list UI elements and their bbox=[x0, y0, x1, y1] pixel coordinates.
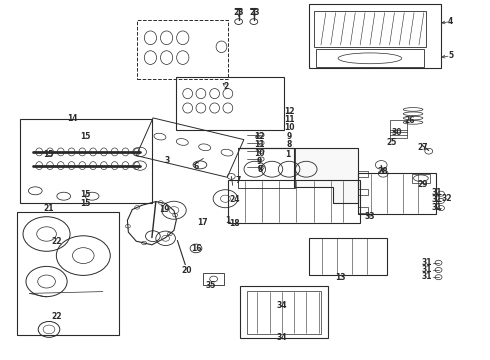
Text: 15: 15 bbox=[80, 199, 91, 208]
Text: 28: 28 bbox=[377, 166, 388, 176]
Text: 15: 15 bbox=[80, 132, 91, 141]
Text: 1: 1 bbox=[286, 150, 291, 159]
Text: 23: 23 bbox=[234, 8, 245, 17]
Bar bbox=[358, 189, 368, 195]
Text: 8: 8 bbox=[287, 140, 292, 149]
Bar bbox=[228, 180, 360, 223]
Text: 15: 15 bbox=[43, 150, 53, 159]
Text: 6: 6 bbox=[194, 162, 198, 171]
Text: 20: 20 bbox=[181, 266, 192, 275]
Text: 13: 13 bbox=[335, 273, 346, 282]
Bar bbox=[247, 291, 321, 334]
Bar bbox=[238, 148, 295, 188]
Bar bbox=[314, 11, 426, 47]
Bar bbox=[412, 174, 430, 183]
Bar bbox=[316, 49, 424, 67]
Text: 9: 9 bbox=[287, 132, 292, 141]
Text: 31: 31 bbox=[432, 195, 442, 204]
Bar bbox=[390, 120, 407, 138]
Text: 15: 15 bbox=[80, 190, 91, 199]
Bar bbox=[309, 238, 387, 275]
Text: 32: 32 bbox=[441, 194, 452, 203]
Text: 33: 33 bbox=[364, 212, 375, 221]
Text: 18: 18 bbox=[229, 220, 240, 229]
Text: 1: 1 bbox=[225, 216, 230, 225]
Text: 12: 12 bbox=[284, 107, 294, 116]
Text: 8: 8 bbox=[257, 165, 262, 174]
Text: 12: 12 bbox=[254, 132, 265, 141]
Text: 31: 31 bbox=[421, 272, 432, 281]
Text: 7: 7 bbox=[236, 176, 241, 185]
Text: 11: 11 bbox=[254, 140, 265, 149]
Text: 4: 4 bbox=[448, 17, 453, 26]
Text: 5: 5 bbox=[448, 51, 453, 60]
Text: 19: 19 bbox=[159, 205, 170, 214]
Bar bbox=[17, 212, 119, 335]
Text: 17: 17 bbox=[197, 218, 208, 227]
Bar bbox=[203, 273, 224, 285]
Text: 26: 26 bbox=[404, 116, 415, 125]
Text: 30: 30 bbox=[392, 128, 402, 137]
Text: 31: 31 bbox=[421, 265, 432, 274]
Text: 9: 9 bbox=[257, 157, 262, 166]
Bar bbox=[358, 171, 368, 177]
Text: 35: 35 bbox=[205, 281, 216, 289]
Text: 22: 22 bbox=[51, 237, 62, 246]
Bar bbox=[240, 286, 328, 338]
Text: 34: 34 bbox=[276, 301, 287, 310]
Text: 31: 31 bbox=[432, 188, 442, 197]
Text: 16: 16 bbox=[191, 244, 201, 253]
Text: 31: 31 bbox=[432, 202, 442, 212]
Text: 29: 29 bbox=[417, 180, 428, 189]
Bar bbox=[358, 207, 368, 213]
Text: 10: 10 bbox=[284, 123, 294, 132]
Text: 25: 25 bbox=[387, 138, 397, 147]
Bar bbox=[358, 173, 436, 214]
Text: 10: 10 bbox=[254, 149, 265, 158]
Bar bbox=[176, 77, 284, 130]
Text: 24: 24 bbox=[229, 195, 240, 204]
Bar bbox=[20, 119, 152, 203]
Bar bbox=[309, 4, 441, 68]
Text: 21: 21 bbox=[44, 204, 54, 212]
Text: 31: 31 bbox=[421, 258, 432, 266]
Text: 27: 27 bbox=[417, 143, 428, 152]
Text: 3: 3 bbox=[165, 156, 170, 165]
Text: 14: 14 bbox=[67, 114, 78, 123]
Text: 11: 11 bbox=[284, 115, 294, 124]
Text: 2: 2 bbox=[224, 82, 229, 91]
Bar bbox=[137, 20, 228, 79]
Polygon shape bbox=[238, 148, 358, 203]
Text: 23: 23 bbox=[249, 8, 260, 17]
Text: 22: 22 bbox=[51, 312, 62, 321]
Text: 34: 34 bbox=[276, 333, 287, 342]
